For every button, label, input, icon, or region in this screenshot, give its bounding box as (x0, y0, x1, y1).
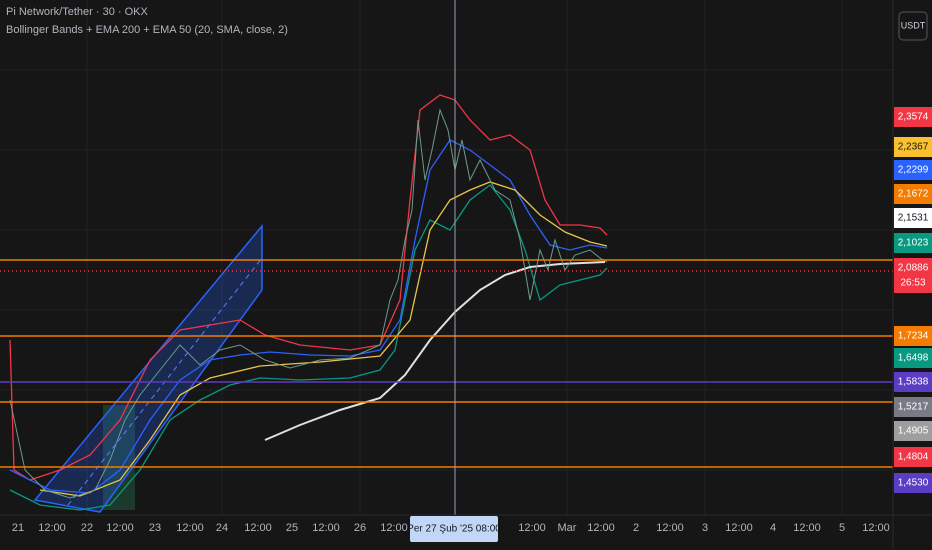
time-label: Mar (558, 522, 577, 534)
price-tag-label: 2,1531 (898, 213, 929, 224)
price-tag (894, 326, 932, 346)
time-label: 21 (12, 522, 24, 534)
crosshair-tag (410, 516, 498, 542)
price-tag (894, 421, 932, 441)
time-label: 5 (839, 522, 845, 534)
price-tag-label: 2,2367 (898, 142, 929, 153)
time-label: 2 (633, 522, 639, 534)
currency-button[interactable] (898, 11, 928, 41)
symbol-title: Pi Network/Tether · 30 · OKX (6, 6, 148, 18)
time-label: 12:00 (725, 522, 753, 534)
price-tag (894, 372, 932, 392)
price-tag (894, 107, 932, 127)
time-label: 25 (286, 522, 298, 534)
time-label: 12:00 (587, 522, 615, 534)
time-label: 3 (702, 522, 708, 534)
crosshair-tag-label: Per 27 Şub '25 08:00 (407, 524, 501, 535)
price-tag-label: 1,4530 (898, 478, 929, 489)
price-tag (894, 208, 932, 228)
indicator-title: Bollinger Bands + EMA 200 + EMA 50 (20, … (6, 24, 288, 36)
time-label: 23 (149, 522, 161, 534)
time-label: 12:00 (862, 522, 890, 534)
indicators (9, 94, 608, 511)
price-tag (894, 397, 932, 417)
price-tag-label: 2,3574 (898, 112, 929, 123)
price-tag (894, 184, 932, 204)
time-label: 12:00 (312, 522, 340, 534)
price-tag (894, 137, 932, 157)
time-label: 24 (216, 522, 228, 534)
time-label: 22 (81, 522, 93, 534)
price-tag (894, 233, 932, 253)
time-label: 12:00 (106, 522, 134, 534)
price-tag-label: 26:53 (900, 278, 925, 289)
zone (103, 405, 135, 510)
time-label: 12:00 (38, 522, 66, 534)
time-label: 12:00 (244, 522, 272, 534)
price-tag-label: 2,2299 (898, 165, 929, 176)
price-tag-label: 1,4905 (898, 426, 929, 437)
price-tag (894, 273, 932, 293)
price-tag-label: 1,4804 (898, 452, 929, 463)
grid (0, 0, 893, 515)
price-tag-label: 1,5217 (898, 402, 929, 413)
price-tag-label: 2,1672 (898, 189, 929, 200)
time-label: 12:00 (656, 522, 684, 534)
price-tag (894, 160, 932, 180)
time-label: 12:00 (380, 522, 408, 534)
time-label: 12:00 (793, 522, 821, 534)
price-tag-label: 1,5838 (898, 377, 929, 388)
time-label: 12:00 (518, 522, 546, 534)
time-label: 26 (354, 522, 366, 534)
price-lines (0, 259, 893, 468)
price-tag (894, 348, 932, 368)
time-label: 12:00 (176, 522, 204, 534)
price-tag-label: 1,6498 (898, 353, 929, 364)
time-label: 4 (770, 522, 776, 534)
price-tag (894, 447, 932, 467)
price-tag-label: 1,7234 (898, 331, 929, 342)
price-tag-label: 2,0886 (898, 263, 929, 274)
channel (33, 223, 263, 513)
currency-label[interactable]: USDT (901, 20, 926, 30)
price-tag (894, 473, 932, 493)
price-tag-label: 2,1023 (898, 238, 929, 249)
